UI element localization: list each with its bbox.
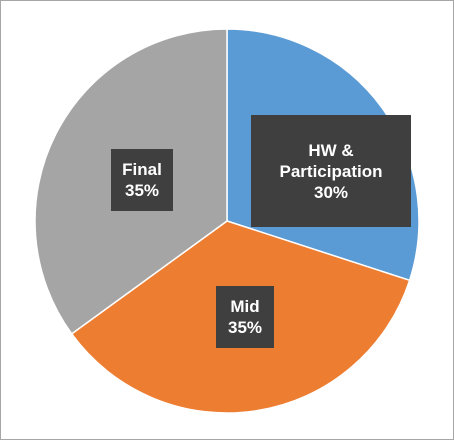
data-label-hw-participation-percent: 30%	[313, 182, 349, 202]
data-label-mid-percent: 35%	[227, 318, 263, 337]
data-label-hw-participation-line-2: Participation	[279, 161, 383, 181]
data-label-hw-participation: HW & Participation 30%	[251, 115, 411, 227]
data-label-hw-participation-line-1: HW &	[308, 140, 354, 160]
data-label-mid: Mid 35%	[216, 286, 274, 348]
data-label-final-percent: 35%	[124, 181, 160, 200]
data-label-final: Final 35%	[111, 149, 173, 211]
data-label-final-name: Final	[122, 160, 162, 179]
data-label-mid-name: Mid	[230, 297, 260, 316]
